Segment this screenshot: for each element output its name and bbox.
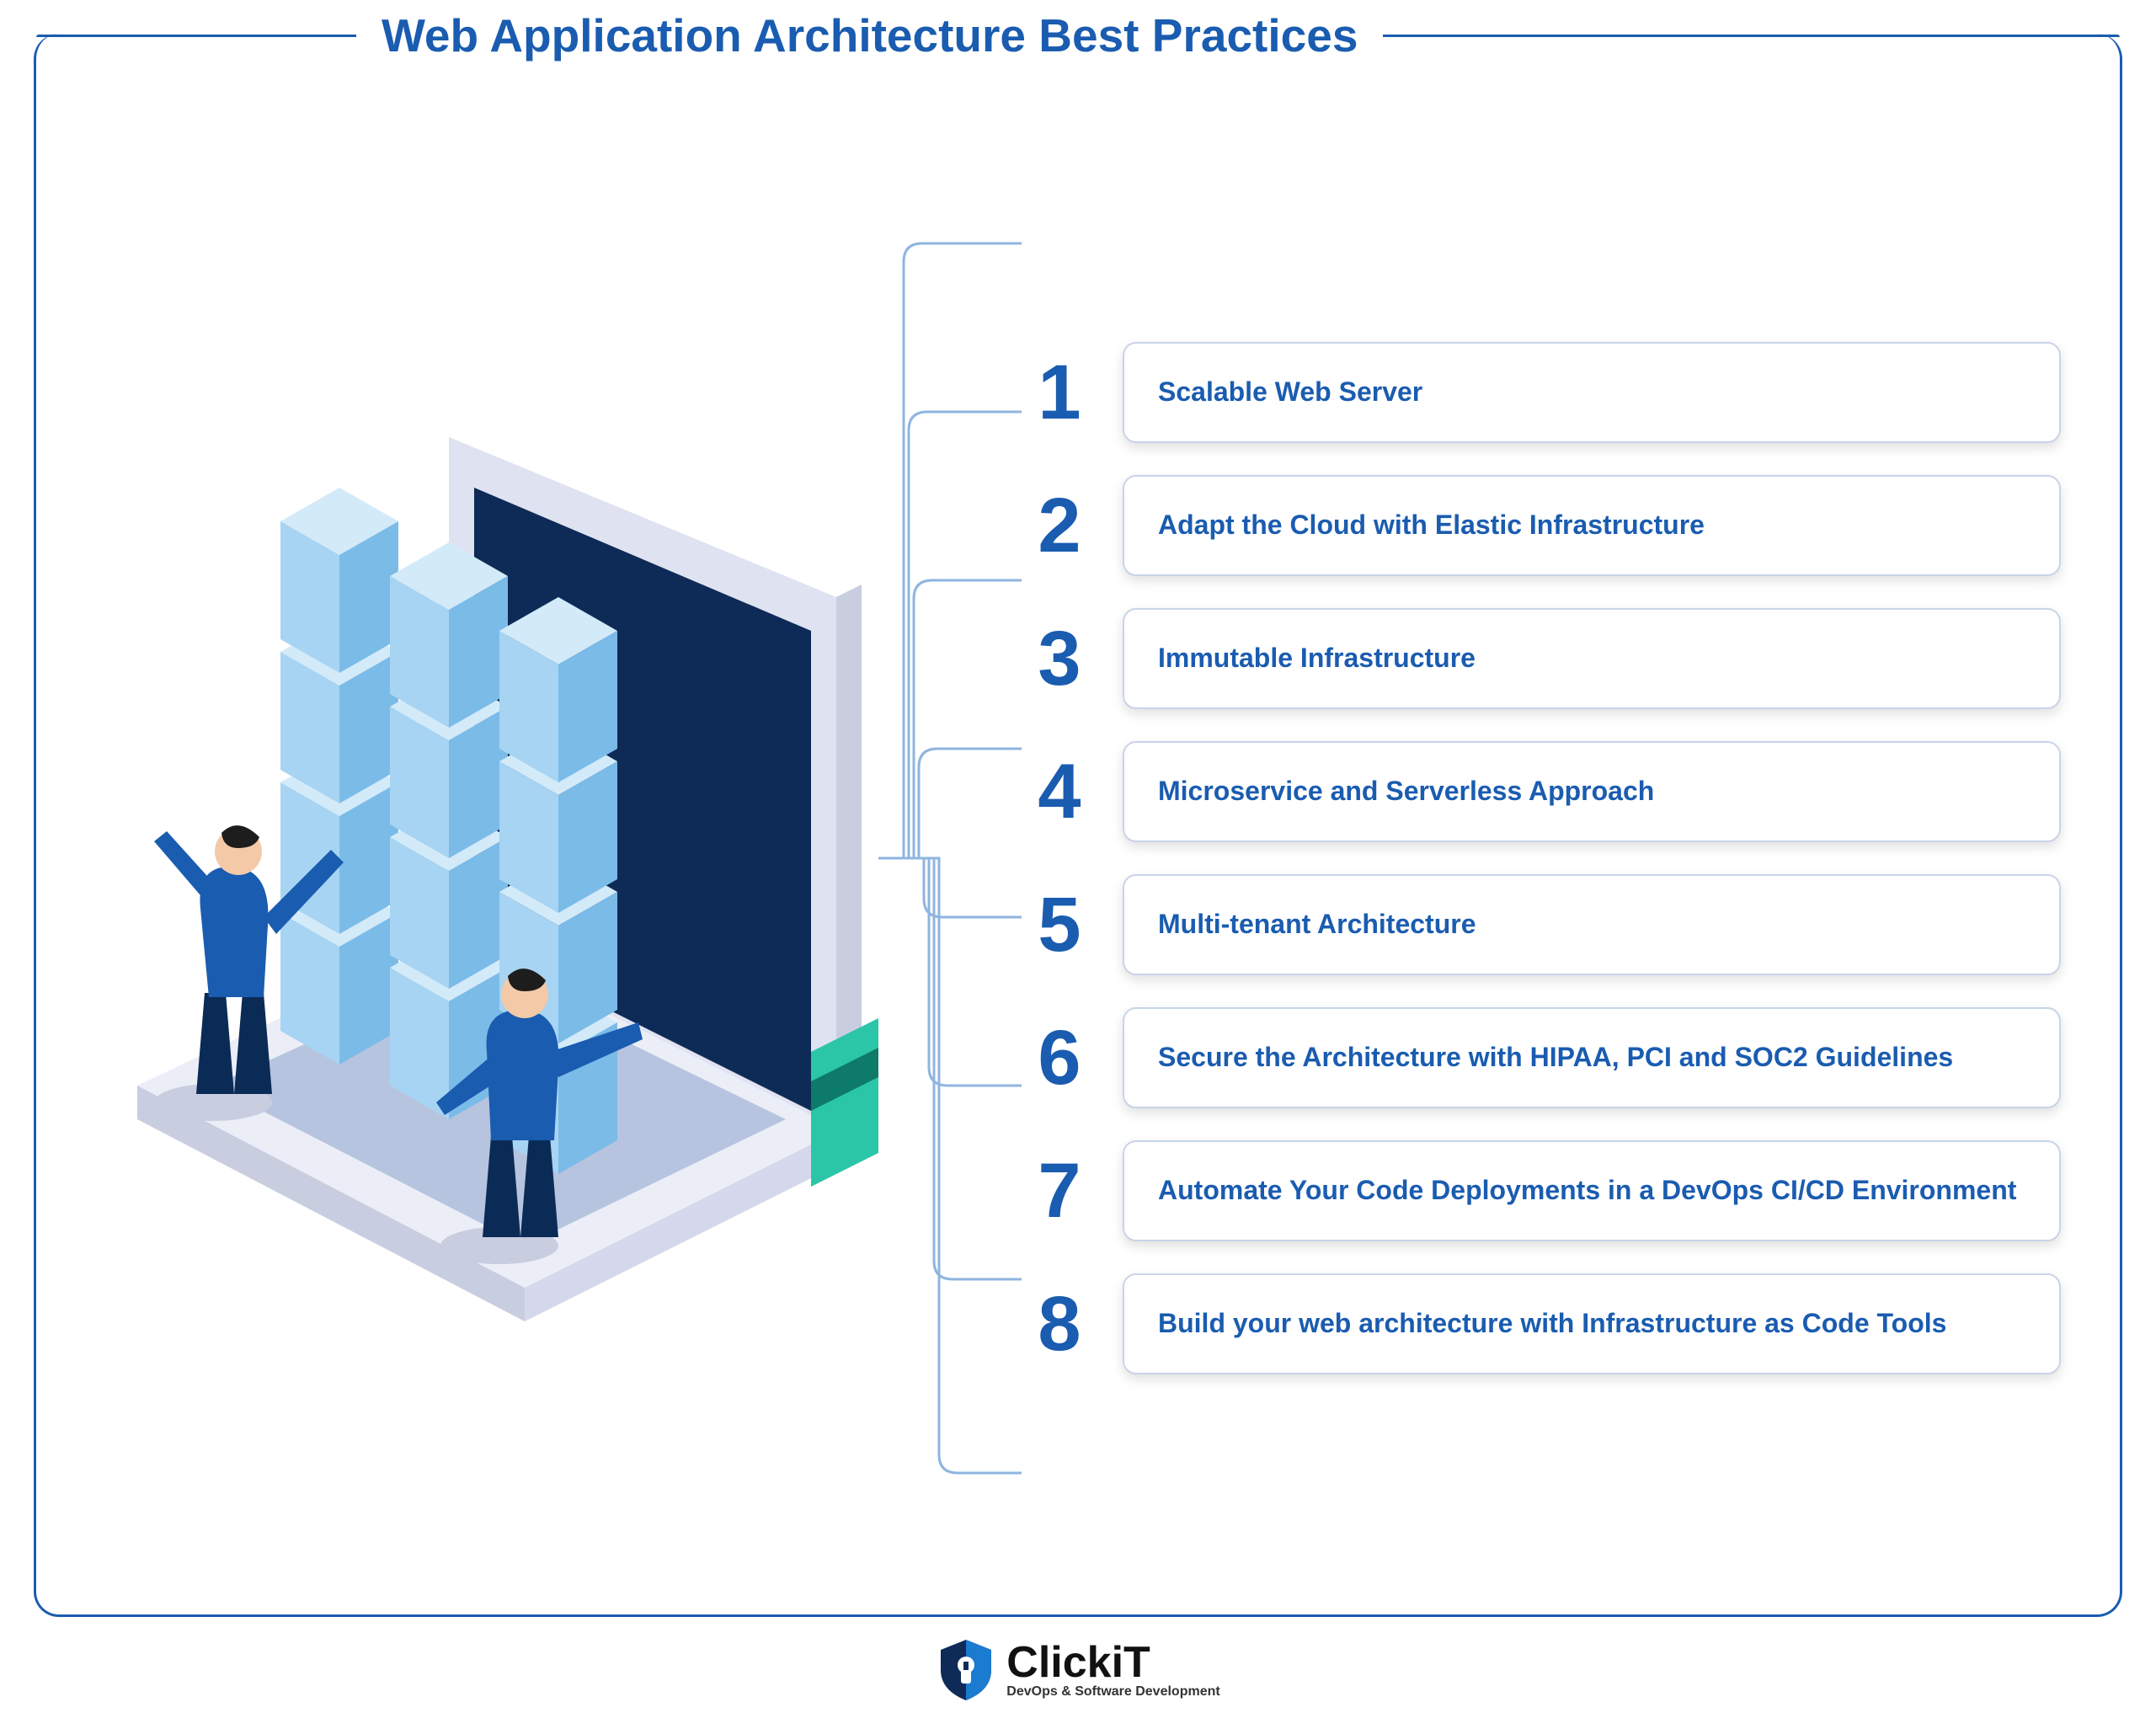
title-line-right [1383,35,2120,37]
title-line-left [36,35,356,37]
item-number: 3 [1022,620,1097,697]
list-item: 7 Automate Your Code Deployments in a De… [1022,1140,2061,1241]
logo-text: ClickiT DevOps & Software Development [1006,1641,1219,1700]
practices-list: 1 Scalable Web Server 2 Adapt the Cloud … [1022,342,2120,1374]
item-card: Multi-tenant Architecture [1123,874,2061,975]
list-item: 6 Secure the Architecture with HIPAA, PC… [1022,1007,2061,1108]
item-number: 6 [1022,1019,1097,1097]
item-label: Microservice and Serverless Approach [1158,773,1654,809]
item-card: Immutable Infrastructure [1123,608,2061,709]
item-card: Adapt the Cloud with Elastic Infrastruct… [1123,475,2061,576]
infographic-frame: Web Application Architecture Best Practi… [34,34,2122,1617]
item-number: 7 [1022,1152,1097,1230]
connector-lines [878,176,1022,1540]
item-card: Microservice and Serverless Approach [1123,741,2061,842]
shield-logo-icon [936,1636,996,1704]
footer: ClickiT DevOps & Software Development [0,1636,2156,1704]
item-label: Build your web architecture with Infrast… [1158,1305,1946,1342]
item-label: Multi-tenant Architecture [1158,906,1476,942]
logo-tagline: DevOps & Software Development [1006,1684,1219,1700]
title-row: Web Application Architecture Best Practi… [36,8,2120,62]
brand-logo: ClickiT DevOps & Software Development [936,1636,1219,1704]
item-label: Adapt the Cloud with Elastic Infrastruct… [1158,507,1705,543]
page-title: Web Application Architecture Best Practi… [356,8,1383,62]
laptop-cubes-illustration [87,395,878,1321]
item-card: Automate Your Code Deployments in a DevO… [1123,1140,2061,1241]
item-card: Scalable Web Server [1123,342,2061,443]
item-number: 5 [1022,886,1097,963]
list-item: 8 Build your web architecture with Infra… [1022,1273,2061,1374]
item-number: 4 [1022,753,1097,830]
item-label: Scalable Web Server [1158,374,1422,410]
list-item: 1 Scalable Web Server [1022,342,2061,443]
list-item: 5 Multi-tenant Architecture [1022,874,2061,975]
item-number: 2 [1022,487,1097,564]
illustration-svg [87,395,878,1321]
item-label: Immutable Infrastructure [1158,640,1476,676]
list-item: 4 Microservice and Serverless Approach [1022,741,2061,842]
item-label: Secure the Architecture with HIPAA, PCI … [1158,1039,1953,1075]
item-number: 1 [1022,354,1097,431]
item-number: 8 [1022,1285,1097,1363]
list-item: 3 Immutable Infrastructure [1022,608,2061,709]
content-row: 1 Scalable Web Server 2 Adapt the Cloud … [36,135,2120,1581]
logo-brand: ClickiT [1006,1641,1219,1684]
item-card: Build your web architecture with Infrast… [1123,1273,2061,1374]
list-item: 2 Adapt the Cloud with Elastic Infrastru… [1022,475,2061,576]
item-card: Secure the Architecture with HIPAA, PCI … [1123,1007,2061,1108]
item-label: Automate Your Code Deployments in a DevO… [1158,1172,2016,1209]
